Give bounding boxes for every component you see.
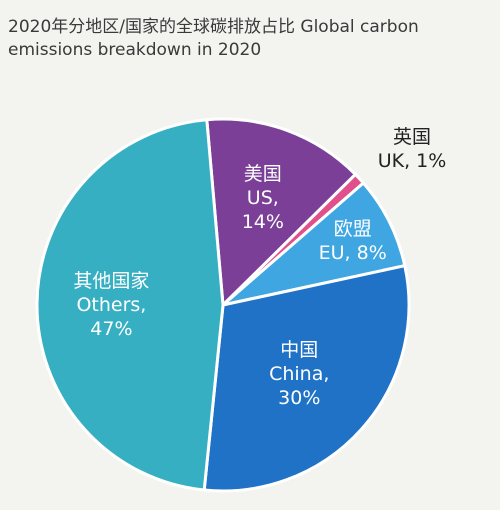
pie-label-0-line-2: 14% [242,211,284,233]
pie-label-0-line-1: US, [247,187,279,209]
pie-label-1-line-0: 英国 [393,126,431,148]
pie-label-3-line-1: China, [269,363,329,385]
chart-title-line-1: 2020年分地区/国家的全球碳排放占比 Global carbon [8,17,419,37]
chart-title-line-2: emissions breakdown in 2020 [8,40,262,60]
pie-slice-3 [202,263,411,493]
chart-title: 2020年分地区/国家的全球碳排放占比 Global carbon emissi… [8,16,494,62]
pie-label-2-line-1: EU, 8% [319,242,387,264]
pie-label-3-line-0: 中国 [280,339,318,361]
pie-slice-0 [205,117,358,309]
pie-label-0-line-0: 美国 [244,163,282,185]
pie-label-4-line-1: Others, [76,294,146,316]
pie-label-1-line-1: UK, 1% [378,150,447,172]
pie-label-3-line-2: 30% [278,387,320,409]
pie-label-4-line-2: 47% [90,318,132,340]
pie-label-4-line-0: 其他国家 [73,270,149,292]
pie-slice-4 [35,118,225,492]
pie-slices [35,117,411,493]
pie-label-2-line-0: 欧盟 [334,218,372,240]
